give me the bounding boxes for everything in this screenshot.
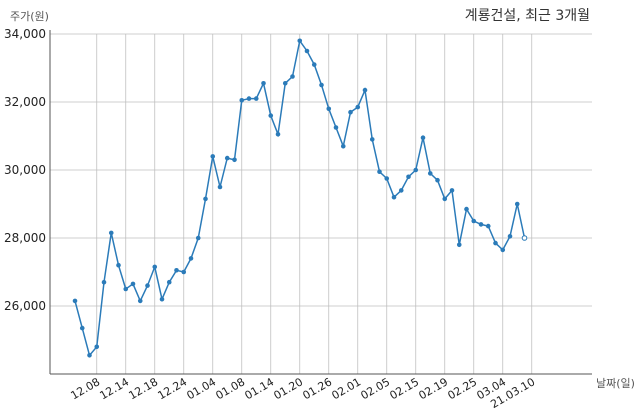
y-tick-label: 26,000 [4, 299, 46, 313]
data-point [435, 177, 440, 183]
data-point [174, 268, 179, 273]
data-point [311, 62, 317, 67]
data-point [246, 96, 252, 101]
data-point [514, 201, 520, 207]
x-tick-label: 01.08 [213, 375, 247, 402]
x-tick-label: 02.15 [387, 375, 421, 402]
data-point [130, 281, 136, 287]
data-point [195, 235, 201, 241]
data-point [420, 135, 426, 140]
data-point [224, 155, 230, 161]
data-point [123, 286, 129, 292]
data-point [391, 194, 397, 200]
data-point [72, 298, 78, 304]
data-point [159, 296, 165, 302]
data-point [464, 206, 469, 212]
data-point [188, 256, 194, 261]
data-point [261, 81, 266, 86]
data-point [116, 262, 121, 268]
data-point [362, 87, 368, 93]
x-axis-label: 날짜(일) [596, 376, 635, 390]
data-point [87, 353, 92, 358]
data-point [203, 196, 208, 202]
axes [49, 30, 592, 375]
series [72, 38, 528, 358]
data-point [94, 344, 100, 350]
grid [50, 33, 592, 374]
chart-title: 계룡건설, 최근 3개월 [465, 8, 590, 24]
data-point [232, 157, 237, 163]
y-axis-label: 주가(원) [10, 10, 49, 23]
data-point [108, 230, 114, 236]
data-point [152, 264, 158, 270]
data-point [398, 188, 404, 193]
x-tick-label: 01.20 [271, 375, 305, 402]
y-tick-label: 34,000 [4, 27, 46, 41]
x-tick-label: 02.19 [416, 375, 450, 402]
x-tick-label: 02.25 [445, 375, 479, 402]
x-tick-label: 12.24 [155, 375, 189, 402]
data-point [500, 247, 506, 253]
data-point [406, 174, 411, 180]
data-point [442, 196, 448, 202]
data-point [478, 222, 484, 227]
data-point [137, 298, 143, 304]
data-point [282, 81, 288, 86]
data-point [507, 234, 513, 239]
data-point [377, 169, 382, 174]
data-point [384, 176, 390, 181]
data-point [297, 38, 303, 44]
data-point [340, 143, 346, 149]
x-tick-label: 02.01 [329, 375, 363, 402]
data-point [166, 279, 172, 285]
data-point [369, 137, 375, 142]
x-tick-label: 01.04 [184, 375, 218, 402]
x-tick-label: 12.08 [68, 375, 102, 402]
data-point [145, 283, 150, 288]
x-tick-label: 01.14 [242, 375, 276, 402]
y-tick-label: 30,000 [4, 163, 46, 177]
data-point [521, 235, 528, 241]
data-point [275, 132, 281, 137]
data-point [304, 48, 310, 54]
data-point [413, 167, 419, 173]
data-point [493, 240, 498, 246]
x-tick-label: 01.26 [300, 375, 334, 402]
data-point [485, 223, 491, 229]
data-point [79, 325, 85, 331]
data-point [348, 109, 353, 115]
data-point [181, 269, 187, 275]
data-point [471, 218, 477, 224]
data-point [319, 82, 324, 88]
data-point [290, 74, 295, 79]
data-point [268, 113, 274, 118]
data-point [210, 154, 216, 159]
data-point [253, 96, 259, 101]
x-tick-label: 12.14 [97, 375, 131, 402]
x-tick-label: 12.18 [126, 375, 160, 402]
data-point [326, 106, 332, 112]
y-tick-label: 28,000 [4, 231, 46, 245]
y-tick-label: 32,000 [4, 95, 46, 109]
data-point [355, 104, 361, 110]
data-point [456, 242, 462, 248]
data-point [427, 171, 433, 176]
data-point [217, 184, 223, 190]
data-point [101, 279, 107, 285]
x-tick-label: 02.05 [358, 375, 392, 402]
data-point [449, 188, 455, 193]
data-point [333, 125, 339, 130]
data-point [239, 98, 245, 103]
